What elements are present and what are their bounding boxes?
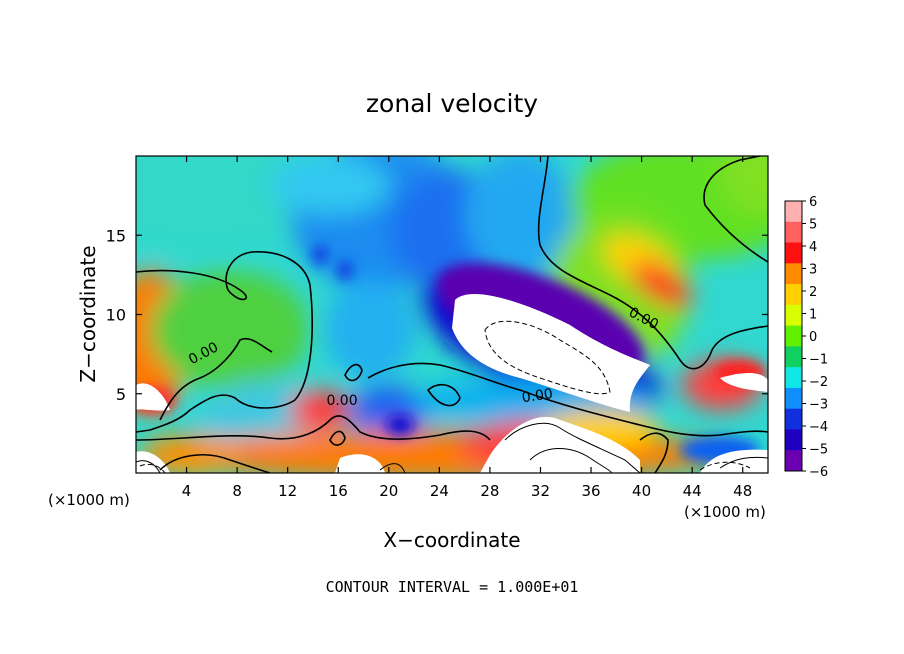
colorbar-swatch: [785, 325, 802, 347]
x-tick-label: 24: [430, 482, 449, 500]
colorbar-swatch: [785, 408, 802, 430]
x-tick-label: 20: [379, 482, 398, 500]
colorbar-label: 6: [809, 195, 817, 210]
colorbar-swatch: [785, 450, 802, 472]
x-axis: 4 8 12 16 20 24 28 32 36 40 44 48: [182, 156, 752, 500]
x-tick-label: 36: [581, 482, 600, 500]
y-tick-label: 10: [106, 306, 126, 325]
contour-label: 0.00: [521, 386, 554, 406]
x-tick-label: 4: [182, 482, 192, 500]
contour-label: 0.00: [326, 393, 357, 409]
colorbar-swatch: [785, 346, 802, 368]
x-tick-label: 44: [683, 482, 702, 500]
colorbar-label: 2: [809, 285, 817, 300]
x-tick-label: 8: [232, 482, 242, 500]
colorbar-label: −3: [809, 398, 828, 413]
x-tick-label: 28: [480, 482, 499, 500]
contour-interval-note: CONTOUR INTERVAL = 1.000E+01: [326, 578, 579, 596]
colorbar-label: −2: [809, 375, 828, 390]
colorbar-swatch: [785, 263, 802, 285]
colorbar-label: 3: [809, 263, 817, 278]
colorbar-label: 5: [809, 218, 817, 233]
colorbar-swatch: [785, 367, 802, 389]
chart-title: zonal velocity: [366, 89, 538, 118]
colorbar-swatch: [785, 242, 802, 264]
x-unit-right: (×1000 m): [684, 503, 766, 521]
colorbar-label: −5: [809, 443, 828, 458]
colorbar-label: 4: [809, 240, 817, 255]
colorbar-label: −4: [809, 420, 828, 435]
colorbar-label: 0: [809, 330, 817, 345]
colorbar-swatch: [785, 429, 802, 451]
colorbar-swatch: [785, 221, 802, 244]
colorbar-swatch: [785, 284, 802, 306]
colorbar-swatch: [785, 201, 802, 223]
colorbar-swatch: [785, 304, 802, 327]
x-tick-label: 32: [531, 482, 550, 500]
x-tick-label: 40: [632, 482, 651, 500]
colorbar: 6 5 4 3 2 1 0 −1 −2 −3 −4 −5 −6: [784, 195, 828, 480]
colorbar-label: −6: [809, 465, 828, 480]
y-axis-label: Z−coordinate: [76, 245, 100, 382]
x-axis-label: X−coordinate: [383, 528, 520, 552]
x-tick-label: 48: [733, 482, 752, 500]
colorbar-label: −1: [809, 353, 828, 368]
colorbar-label: 1: [809, 308, 817, 323]
colorbar-swatch: [785, 387, 802, 410]
y-tick-label: 5: [116, 385, 126, 404]
x-tick-label: 16: [329, 482, 348, 500]
x-tick-label: 12: [278, 482, 297, 500]
y-tick-label: 15: [106, 226, 126, 245]
x-unit-left: (×1000 m): [48, 491, 130, 509]
y-axis: 5 10 15: [106, 226, 768, 404]
heatmap-field: 0.000.00 0.000.00: [136, 156, 768, 473]
